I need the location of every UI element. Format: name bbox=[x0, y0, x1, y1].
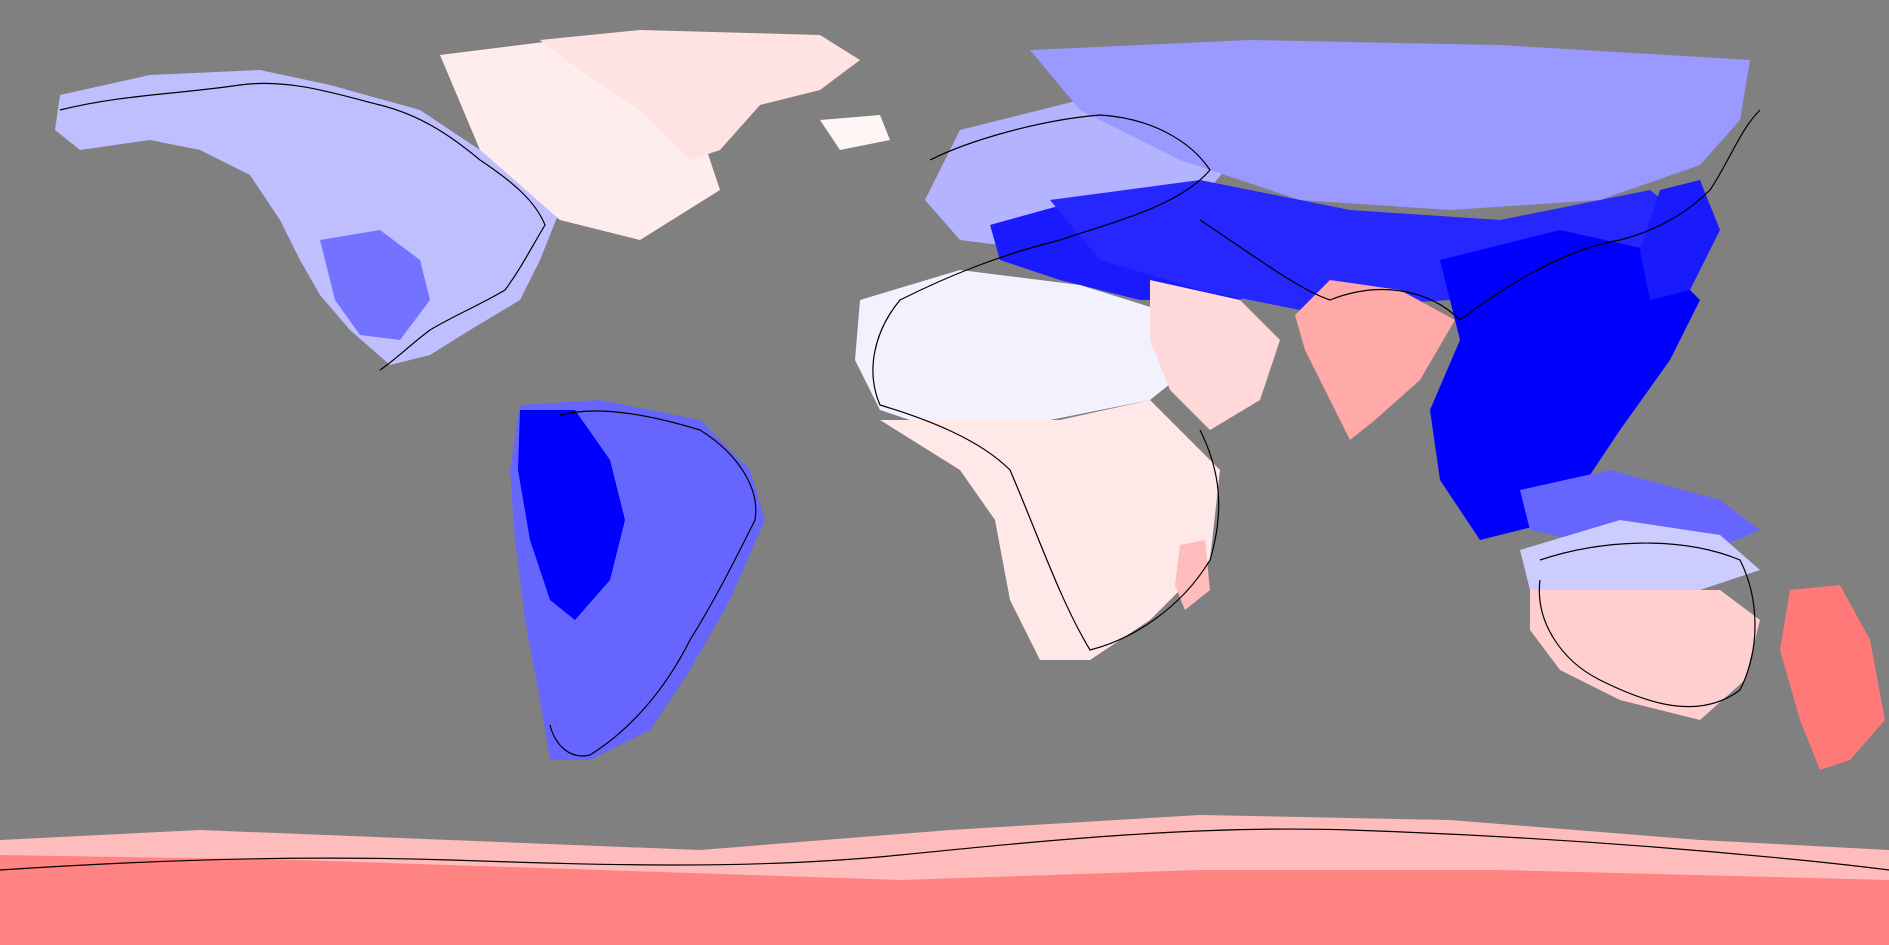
coastline-antarctica bbox=[0, 828, 1889, 871]
coastline-australia bbox=[1538, 542, 1756, 708]
region-japan bbox=[1640, 180, 1720, 300]
region-australia-north bbox=[1520, 520, 1760, 590]
coastline-asia bbox=[1199, 109, 1761, 321]
region-sub-saharan-africa bbox=[880, 400, 1220, 660]
region-north-america bbox=[55, 70, 560, 365]
region-new-zealand bbox=[1780, 585, 1885, 770]
region-greenland bbox=[540, 30, 860, 160]
coastline-north-america bbox=[59, 82, 546, 371]
region-arabia bbox=[1150, 280, 1280, 430]
region-north-africa bbox=[855, 270, 1200, 430]
coastline-europe-africa bbox=[872, 114, 1220, 651]
region-madagascar bbox=[1175, 540, 1210, 610]
regions-layer bbox=[0, 30, 1889, 945]
region-india bbox=[1295, 280, 1455, 440]
region-amazon-core bbox=[518, 410, 625, 620]
region-antarctica-coast bbox=[0, 855, 1889, 945]
region-russia-siberia bbox=[1030, 40, 1750, 210]
region-australia-south bbox=[1530, 590, 1760, 720]
coastlines-layer bbox=[0, 82, 1889, 871]
region-southeast-asia-china bbox=[1430, 230, 1700, 540]
region-iceland bbox=[820, 115, 890, 150]
coastline-south-america bbox=[549, 410, 757, 757]
region-mexico-gulf bbox=[320, 230, 430, 340]
